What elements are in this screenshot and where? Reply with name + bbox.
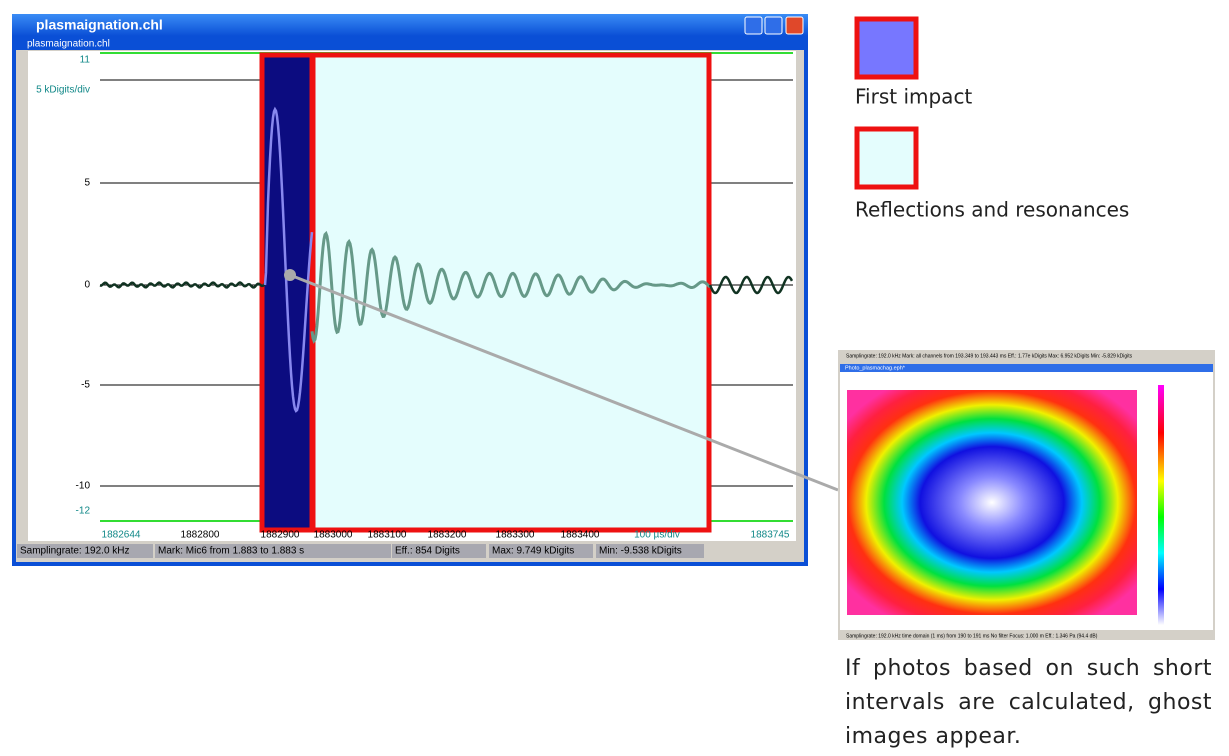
- waveform: [263, 106, 314, 413]
- x-axis-label: 1883200: [428, 530, 467, 541]
- status-text: Max: 9.749 kDigits: [492, 546, 574, 557]
- status-cell: [596, 544, 704, 558]
- status-text: Mark: Mic6 from 1.883 to 1.883 s: [158, 546, 304, 557]
- close-button[interactable]: [785, 16, 804, 35]
- y-axis-label: 11: [80, 55, 91, 66]
- pointer-dot: [284, 269, 296, 281]
- inset-status: Samplingrate: 192.0 kHz time domain (1 m…: [846, 633, 1098, 639]
- y-axis-label: 0: [84, 280, 90, 291]
- reflections-region: [310, 52, 712, 533]
- window-title: plasmaignation.chl: [36, 17, 163, 33]
- y-axis-label: -12: [76, 506, 91, 517]
- window-subtitle: plasmaignation.chl: [27, 39, 110, 50]
- inset-title-bar: [840, 364, 1213, 372]
- y-axis-label: 5 kDigits/div: [36, 85, 90, 96]
- x-axis-label: 1883100: [368, 530, 407, 541]
- minimize-button[interactable]: [744, 16, 763, 35]
- inset-screenshot: Samplingrate: 192.0 kHz Mark: all channe…: [838, 350, 1215, 640]
- legend-label: Reflections and resonances: [855, 198, 1129, 222]
- x-axis-label: 1883745: [751, 530, 790, 541]
- x-axis-label: 1883000: [314, 530, 353, 541]
- x-axis-label: 1882900: [261, 530, 300, 541]
- y-axis-label: -10: [76, 481, 91, 492]
- inset-title: Photo_plasmachag.eph*: [845, 365, 906, 371]
- status-text: Eff.: 854 Digits: [395, 546, 460, 557]
- x-axis-label: 1883300: [496, 530, 535, 541]
- x-axis-label: 1882800: [181, 530, 220, 541]
- waveform: [708, 275, 794, 295]
- legend-swatch-reflections: [854, 126, 919, 190]
- waveform: [99, 281, 266, 289]
- status-text: Samplingrate: 192.0 kHz: [20, 546, 130, 557]
- waveform: [310, 230, 712, 344]
- x-axis-label: 1882644: [102, 530, 141, 541]
- legend-label: First impact: [855, 85, 972, 109]
- inset-status: Samplingrate: 192.0 kHz Mark: all channe…: [846, 353, 1133, 359]
- legend-swatch-impact: [854, 16, 919, 80]
- status-text: Min: -9.538 kDigits: [599, 546, 682, 557]
- maximize-button[interactable]: [764, 16, 783, 35]
- pointer-line: [289, 273, 839, 492]
- status-cell: [489, 544, 593, 558]
- title-bar: [12, 14, 808, 36]
- caption: If photos based on such short intervals …: [845, 656, 1212, 749]
- x-axis-label: 100 µs/div: [634, 530, 680, 541]
- y-axis-label: -5: [81, 380, 90, 391]
- status-cell: [17, 544, 153, 558]
- inset-heatmap: [847, 390, 1137, 615]
- status-cell: [392, 544, 486, 558]
- inset-colorbar: [1158, 385, 1164, 625]
- status-cell: [155, 544, 391, 558]
- x-axis-label: 1883400: [561, 530, 600, 541]
- y-axis-label: 5: [84, 178, 90, 189]
